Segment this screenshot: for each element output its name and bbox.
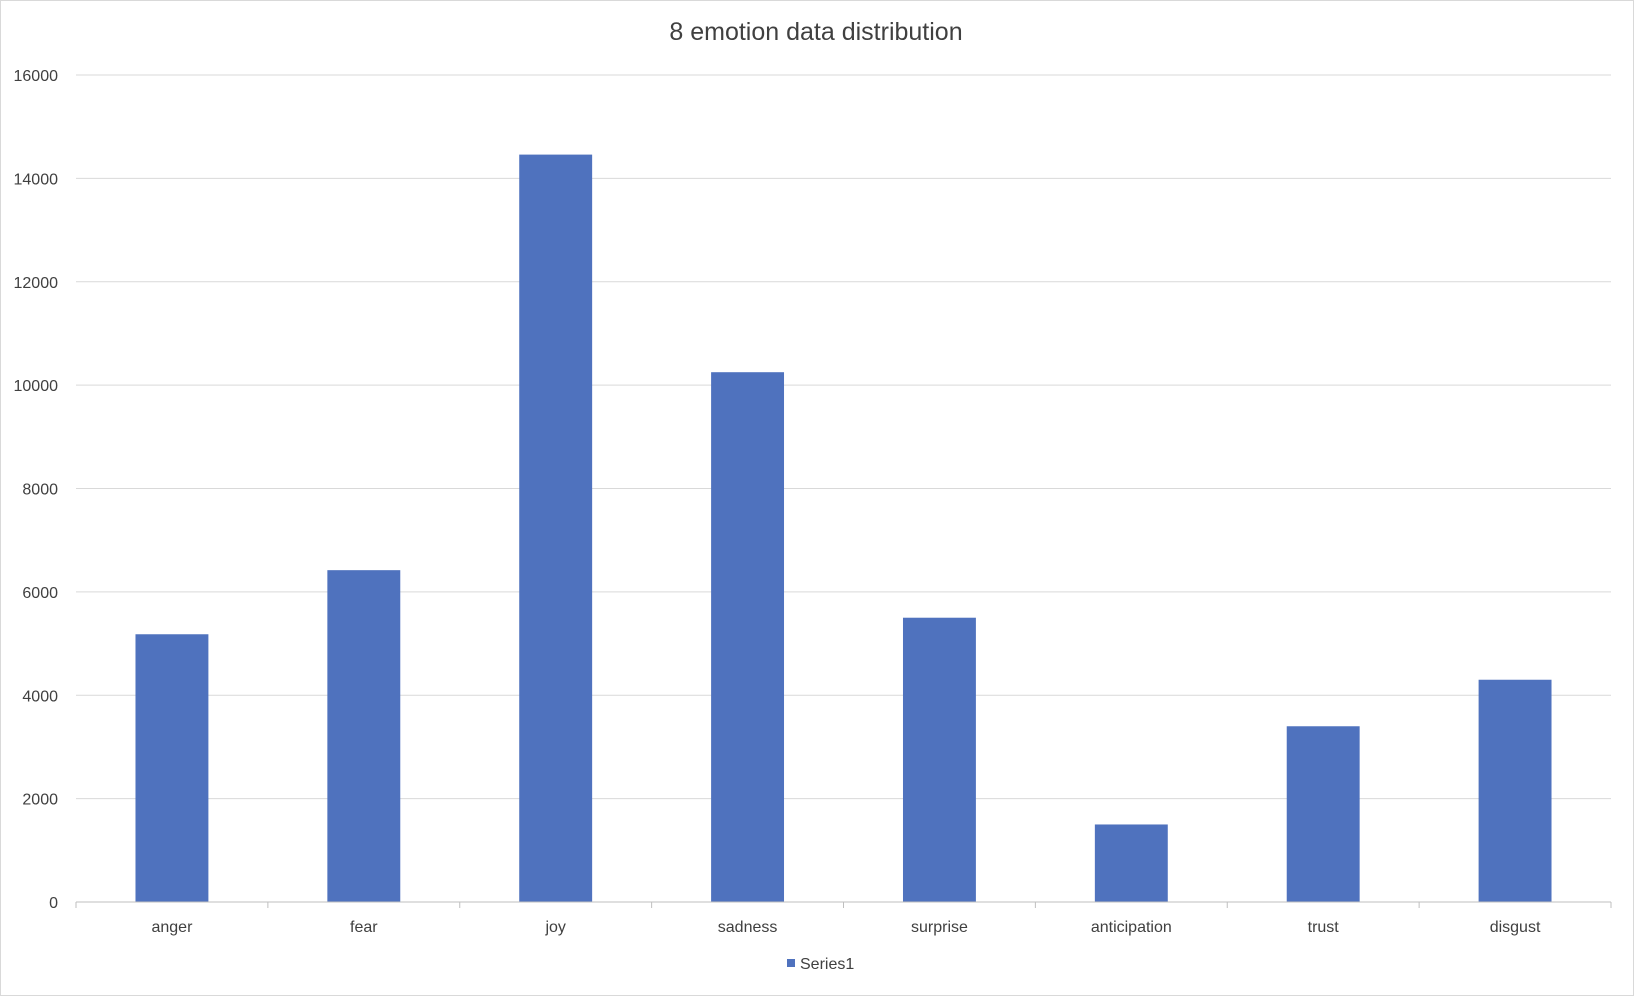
x-category-label: sadness: [718, 919, 778, 936]
y-tick-label: 8000: [22, 482, 58, 499]
chart-title: 8 emotion data distribution: [669, 18, 962, 46]
x-category-label: fear: [350, 919, 378, 936]
x-category-label: surprise: [911, 919, 968, 936]
bar-anticipation[interactable]: [1094, 824, 1168, 902]
x-category-label: disgust: [1490, 919, 1541, 936]
bar-sadness[interactable]: [711, 372, 785, 902]
y-tick-label: 12000: [14, 275, 59, 292]
bar-surprise[interactable]: [902, 617, 976, 902]
bars: [135, 154, 1552, 902]
x-axis-category-labels: anger fear joy sadness surprise anticipation t…: [151, 919, 1540, 936]
y-tick-label: 0: [49, 895, 58, 912]
legend[interactable]: Series1: [787, 956, 854, 973]
y-axis-tick-labels: 0 2000 4000 6000 8000 10000 12000 14000 16000: [14, 68, 59, 912]
legend-swatch-series1: [787, 959, 795, 967]
bar-joy[interactable]: [519, 154, 593, 902]
x-axis: [75, 901, 1612, 908]
legend-label-series1: Series1: [800, 956, 854, 973]
y-tick-label: 6000: [22, 585, 58, 602]
y-tick-label: 4000: [22, 688, 58, 705]
x-category-label: trust: [1308, 919, 1340, 936]
x-category-label: joy: [544, 919, 565, 936]
x-category-label: anger: [151, 919, 193, 936]
y-tick-label: 2000: [22, 792, 58, 809]
y-tick-label: 16000: [14, 68, 59, 85]
bar-fear[interactable]: [327, 570, 401, 902]
bar-anger[interactable]: [135, 634, 209, 902]
bar-disgust[interactable]: [1478, 679, 1552, 902]
gridlines: [76, 74, 1611, 800]
y-tick-label: 14000: [14, 171, 59, 188]
bar-trust[interactable]: [1286, 726, 1360, 902]
y-tick-label: 10000: [14, 378, 59, 395]
x-category-label: anticipation: [1091, 919, 1172, 936]
